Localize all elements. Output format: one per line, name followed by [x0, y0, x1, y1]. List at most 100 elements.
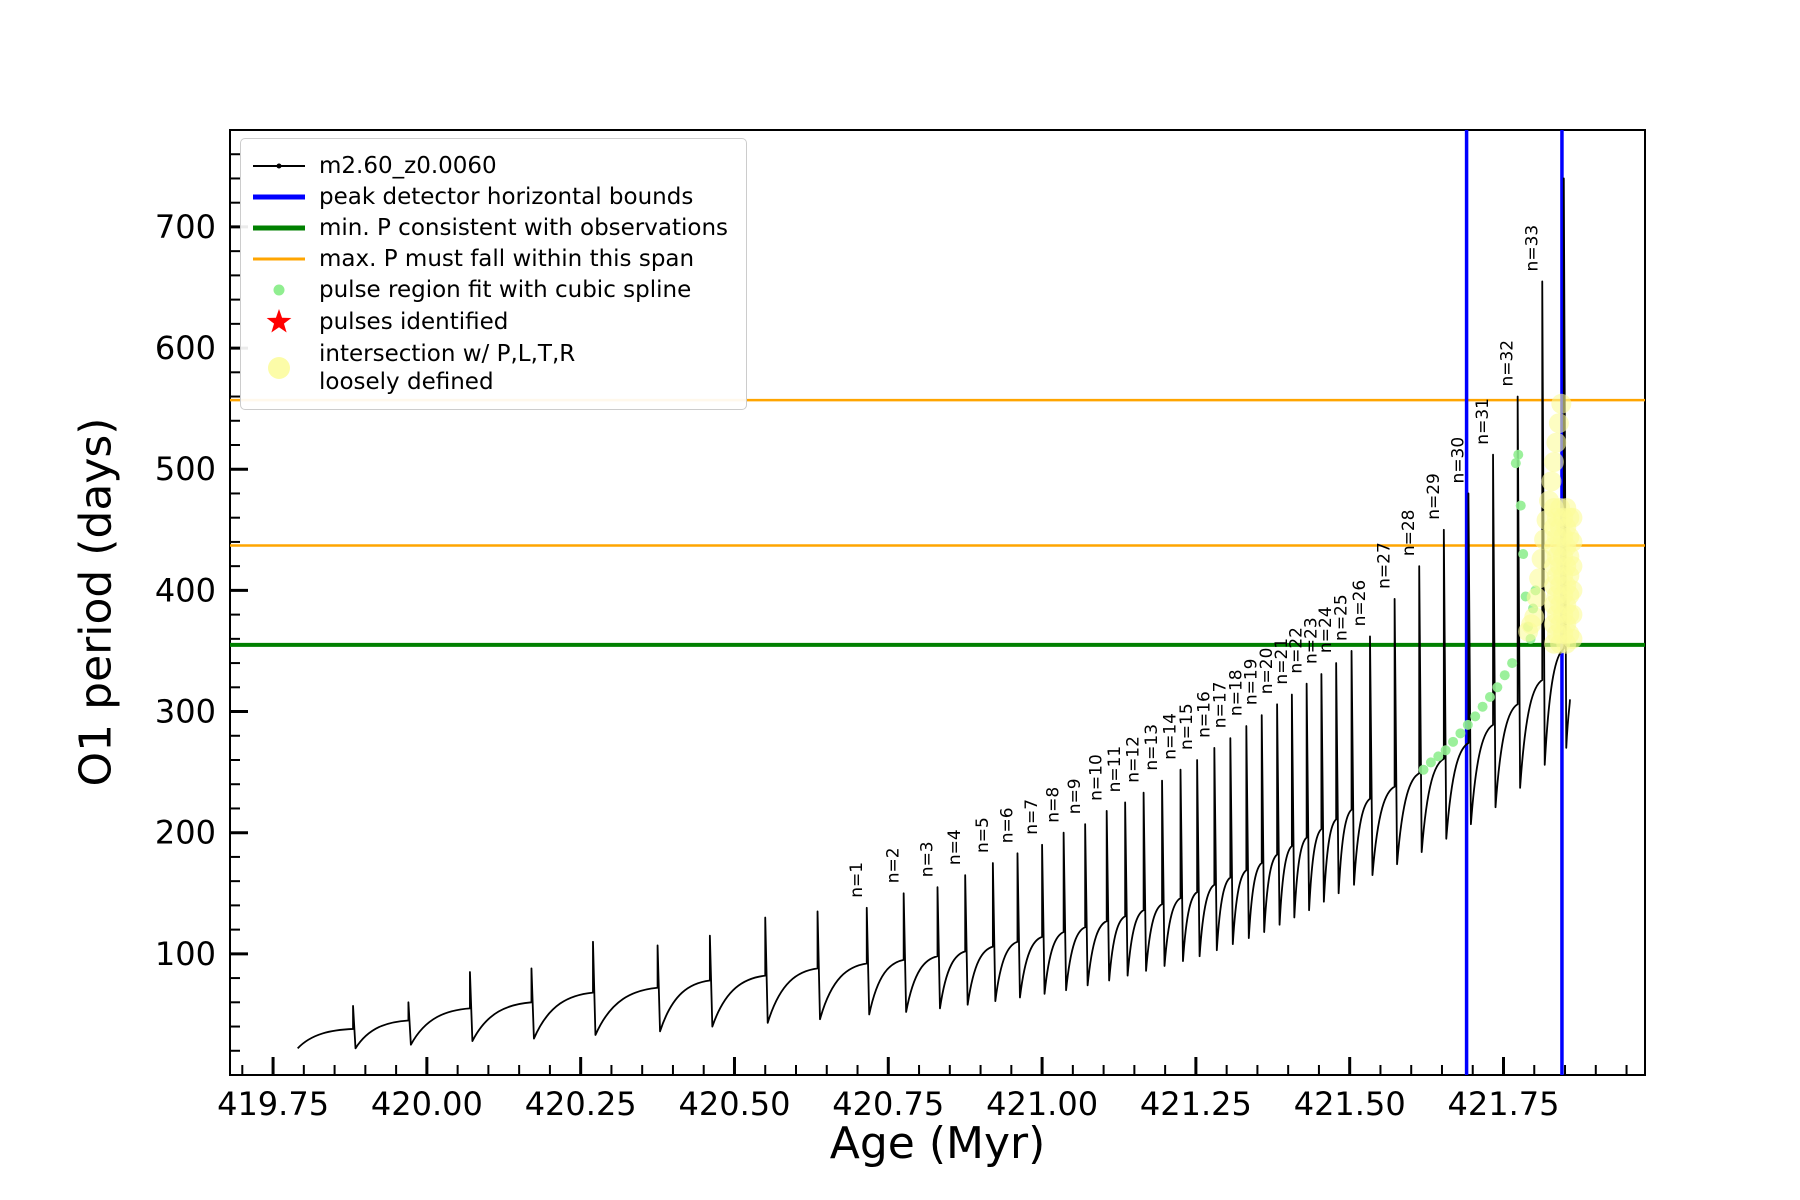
legend-entry: intersection w/ P,L,T,R loosely defined [253, 340, 728, 396]
pulse-number-label: n=15 [1177, 703, 1197, 750]
pulse-number-label: n=21 [1272, 638, 1292, 685]
dot-large-icon [253, 355, 305, 381]
legend-entry-label: pulses identified [319, 309, 509, 336]
legend-entry: pulses identified [253, 307, 728, 337]
pulse-number-label: n=19 [1242, 659, 1262, 706]
plot-border [229, 129, 1646, 1076]
intersection-point [1534, 529, 1555, 550]
spline-fit-point [1455, 728, 1466, 739]
x-axis-label: Age (Myr) [829, 1118, 1046, 1169]
intersection-point [1546, 432, 1567, 453]
spline-fit-point [1499, 670, 1510, 681]
legend-entry: m2.60_z0.0060 [253, 152, 728, 180]
intersection-point [1521, 614, 1542, 635]
pulse-number-label: n=24 [1316, 606, 1336, 653]
line-thick-icon [253, 191, 305, 203]
y-tick-label: 500 [155, 450, 216, 488]
pulse-number-label: n=11 [1105, 746, 1125, 793]
intersection-point [1562, 531, 1583, 552]
pulse-number-label: n=14 [1161, 713, 1181, 760]
pulse-number-label: n=31 [1473, 398, 1493, 445]
y-axis-label: O1 period (days) [70, 417, 122, 787]
intersection-point [1562, 507, 1583, 528]
pulse-number-label: n=20 [1257, 648, 1277, 695]
spline-fit-point [1470, 711, 1481, 722]
spline-fit-point [1418, 764, 1429, 775]
legend-entry-label: intersection w/ P,L,T,R loosely defined [319, 341, 576, 396]
spline-fit-point [1433, 751, 1444, 762]
y-tick-label: 100 [155, 935, 216, 973]
pulse-number-label: n=7 [1022, 799, 1042, 835]
pulse-number-label: n=8 [1044, 787, 1064, 823]
pulse-number-label: n=9 [1065, 778, 1085, 814]
x-tick-label: 420.25 [525, 1085, 637, 1123]
pulse-number-label: n=17 [1210, 682, 1230, 729]
pulse-number-label: n=27 [1375, 542, 1395, 589]
y-tick-label: 300 [155, 693, 216, 731]
line-thick-icon [253, 222, 305, 234]
intersection-point [1529, 568, 1550, 589]
spline-fit-point [1484, 692, 1495, 702]
intersection-point [1536, 510, 1557, 531]
pulse-number-label: n=13 [1142, 724, 1162, 771]
intersection-point [1551, 393, 1572, 414]
spline-fit-point [1440, 745, 1451, 756]
pulse-number-label: n=10 [1087, 754, 1107, 801]
pulse-number-label: n=18 [1226, 669, 1246, 716]
spline-fit-point [1518, 549, 1529, 560]
intersection-point [1531, 548, 1552, 569]
spline-fit-point [1448, 736, 1459, 747]
pulse-number-label: n=1 [847, 862, 867, 898]
y-tick-label: 400 [155, 571, 216, 609]
x-tick-label: 420.50 [678, 1085, 790, 1123]
legend-entry: min. P consistent with observations [253, 214, 728, 242]
legend-entry: pulse region fit with cubic spline [253, 276, 728, 304]
intersection-point [1541, 471, 1562, 492]
pulse-number-label: n=4 [945, 829, 965, 865]
legend-entry-label: peak detector horizontal bounds [319, 184, 694, 211]
line-icon [253, 253, 305, 265]
pulse-number-label: n=22 [1287, 627, 1307, 674]
legend-entry-label: m2.60_z0.0060 [319, 153, 497, 179]
legend-entry-label: max. P must fall within this span [319, 246, 695, 273]
pulse-number-label: n=25 [1332, 594, 1352, 641]
spline-fit-point [1515, 500, 1526, 511]
intersection-point [1562, 556, 1583, 577]
legend-entry: max. P must fall within this span [253, 245, 728, 273]
x-tick-label: 421.00 [986, 1085, 1098, 1123]
spline-fit-point [1492, 682, 1503, 693]
spline-fit-point [1513, 449, 1524, 460]
pulse-number-label: n=2 [884, 847, 904, 883]
intersection-point [1543, 451, 1564, 472]
intersection-point [1526, 587, 1547, 608]
pulse-number-label: n=29 [1424, 473, 1444, 520]
x-tick-label: 421.75 [1448, 1085, 1560, 1123]
pulse-number-label: n=6 [997, 807, 1017, 843]
y-tick-label: 200 [155, 814, 216, 852]
y-tick-label: 700 [155, 208, 216, 246]
spline-fit-point [1477, 701, 1488, 712]
x-tick-label: 419.75 [217, 1085, 329, 1123]
x-tick-label: 420.75 [832, 1085, 944, 1123]
pulse-number-label: n=23 [1301, 617, 1321, 664]
dot-icon [253, 282, 305, 298]
line-dot-icon [253, 160, 305, 172]
intersection-point [1548, 413, 1569, 434]
star-icon [253, 307, 305, 337]
spline-fit-point [1425, 757, 1436, 768]
spline-fit-point [1462, 719, 1473, 730]
pulse-number-label: n=30 [1448, 437, 1468, 484]
pulse-number-label: n=32 [1498, 340, 1518, 387]
spline-fit-point [1507, 658, 1518, 669]
intersection-point [1539, 490, 1560, 511]
intersection-point [1562, 628, 1583, 649]
x-tick-label: 421.25 [1140, 1085, 1252, 1123]
pulse-number-label: n=5 [973, 817, 993, 853]
x-tick-label: 421.50 [1294, 1085, 1406, 1123]
pulse-number-label: n=33 [1522, 225, 1542, 272]
pulse-number-label: n=16 [1194, 691, 1214, 738]
pulse-number-label: n=28 [1399, 509, 1419, 556]
